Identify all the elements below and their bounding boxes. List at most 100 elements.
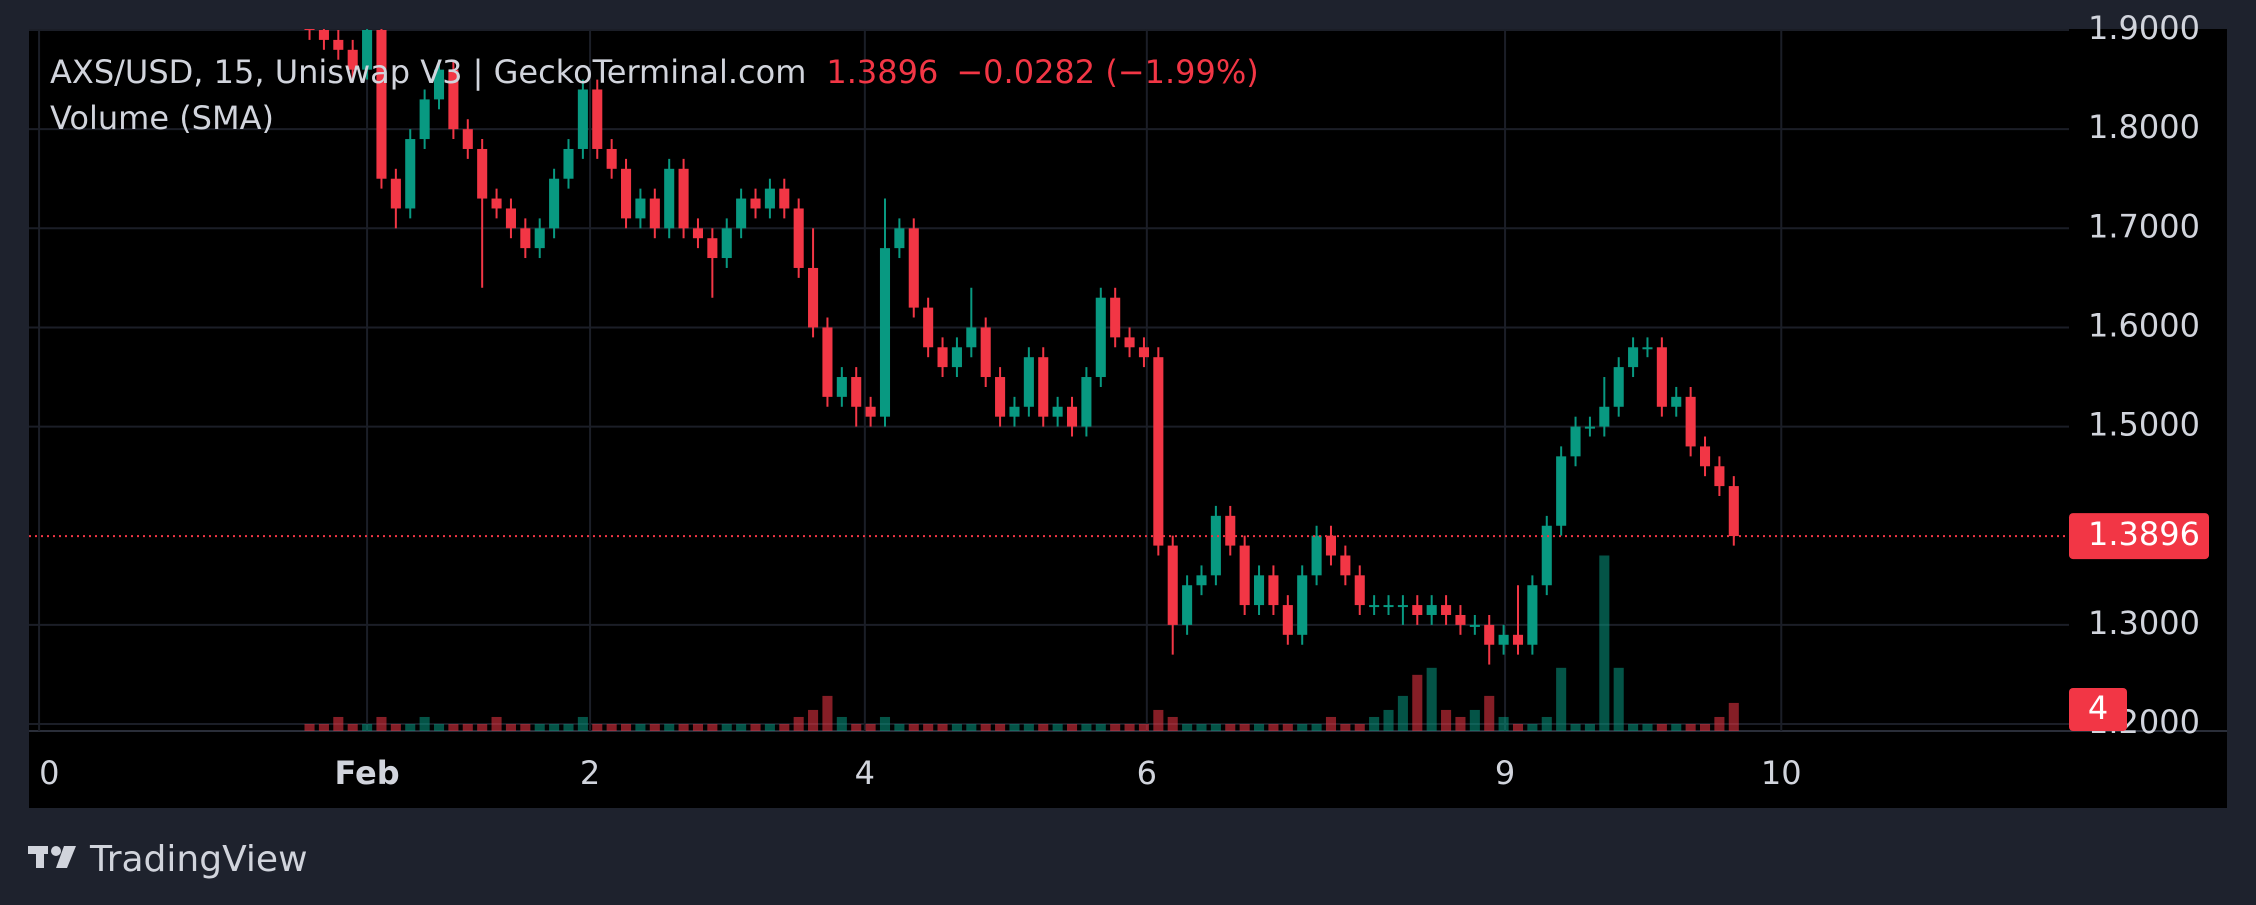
- y-tick-label: 1.9000: [2088, 9, 2200, 47]
- volume-bar: [635, 723, 646, 731]
- candle-body: [1628, 347, 1639, 368]
- volume-bar: [707, 723, 718, 731]
- candle-body: [606, 148, 617, 169]
- volume-bar: [419, 716, 430, 731]
- candle-body: [1225, 515, 1236, 546]
- y-tick-label: 1.7000: [2088, 207, 2200, 245]
- candle-body: [1599, 406, 1610, 427]
- candle-body: [822, 327, 833, 397]
- volume-bar: [433, 723, 445, 731]
- volume-bar: [462, 723, 473, 731]
- volume-bar: [1412, 674, 1423, 731]
- volume-bar: [649, 723, 660, 731]
- volume-bar: [923, 723, 934, 731]
- header-price: 1.3896: [826, 53, 938, 91]
- volume-bar: [1254, 723, 1265, 731]
- candle-body: [1311, 535, 1322, 576]
- candle-body: [721, 228, 732, 259]
- candle-body: [793, 208, 804, 268]
- volume-bar: [1556, 667, 1567, 731]
- candle-body: [1498, 634, 1509, 645]
- candle-body: [592, 89, 603, 149]
- volume-bar: [621, 723, 632, 731]
- candle-body: [1282, 605, 1293, 635]
- volume-bar: [1297, 723, 1308, 731]
- volume-bar: [1498, 716, 1509, 731]
- x-tick-label: 0: [39, 754, 59, 792]
- volume-bar: [937, 723, 948, 731]
- volume-bar: [405, 723, 416, 731]
- x-tick-label: 4: [855, 754, 875, 792]
- candle-body: [1182, 585, 1193, 625]
- volume-bar: [491, 716, 502, 731]
- volume-bar: [1325, 716, 1337, 731]
- volume-bar: [692, 723, 704, 731]
- candle-body: [347, 49, 358, 70]
- volume-bar: [1124, 723, 1135, 731]
- candle-body: [1699, 446, 1711, 467]
- candle-body: [865, 406, 876, 417]
- volume-bar: [1527, 723, 1538, 731]
- volume-bar: [577, 716, 588, 731]
- header-change: −0.0282 (−1.99%): [956, 53, 1258, 91]
- volume-bar: [1167, 716, 1178, 731]
- candle-body: [750, 198, 761, 209]
- volume-bar: [750, 723, 761, 731]
- x-tick-label: Feb: [334, 754, 399, 792]
- candle-body: [1196, 575, 1207, 586]
- y-tick-label: 1.8000: [2088, 108, 2200, 146]
- grid: [29, 28, 2069, 731]
- volume-bar: [779, 723, 790, 731]
- candle-body: [764, 188, 775, 209]
- candle-body: [1254, 575, 1265, 606]
- volume-bar: [448, 723, 459, 731]
- candle-body: [779, 188, 790, 209]
- candle-body: [1613, 367, 1624, 407]
- candle-body: [836, 377, 847, 397]
- volume-bar: [808, 709, 819, 731]
- candle-body: [966, 327, 977, 348]
- volume-bar: [1023, 723, 1034, 731]
- candle-body: [937, 347, 948, 368]
- volume-bar: [1570, 723, 1581, 731]
- candle-body: [678, 168, 689, 229]
- volume-bar: [1009, 723, 1020, 731]
- candle-body: [951, 347, 962, 368]
- candle-body: [405, 139, 416, 209]
- candle-body: [894, 228, 905, 249]
- last-volume-label: 4: [2088, 689, 2108, 727]
- candle-body: [1397, 605, 1408, 608]
- candle-body: [1009, 406, 1020, 417]
- candle-body: [664, 168, 675, 229]
- volume-bar: [980, 723, 991, 731]
- candle-body: [1167, 545, 1178, 625]
- volume-bar: [736, 723, 747, 731]
- volume-bar: [376, 716, 387, 731]
- candle-body: [1556, 456, 1567, 526]
- candle-body: [923, 307, 934, 348]
- candle-body: [1642, 347, 1653, 350]
- volume-bar: [836, 716, 847, 731]
- volume-bar: [534, 723, 545, 731]
- volume-bar: [1512, 723, 1524, 731]
- candle-body: [1426, 605, 1437, 615]
- candle-body: [1268, 575, 1279, 606]
- volume-bar: [520, 723, 531, 731]
- volume-bar: [1584, 723, 1595, 731]
- candle-body: [448, 69, 459, 130]
- volume-bar: [1628, 723, 1639, 731]
- volume-bar: [1182, 723, 1193, 731]
- candle-body: [1469, 624, 1480, 627]
- candle-body: [362, 29, 373, 70]
- candle-body: [908, 228, 919, 308]
- last-price-box: [2069, 513, 2209, 560]
- volume-bar: [1455, 716, 1466, 731]
- candle-body: [1570, 426, 1581, 457]
- volume-bar: [1340, 723, 1351, 731]
- x-tick-label: 2: [580, 754, 600, 792]
- volume-bar: [1066, 723, 1078, 731]
- candle-body: [1527, 585, 1538, 645]
- brand-logo: [28, 846, 76, 868]
- candle-body: [980, 327, 991, 378]
